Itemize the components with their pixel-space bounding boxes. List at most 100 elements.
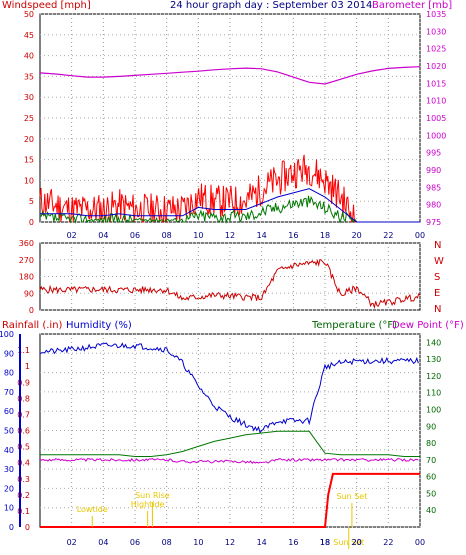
- temperature-tick-label: 60: [426, 473, 436, 482]
- temperature-tick-label: 70: [426, 456, 436, 465]
- humidity-tick-label: 0: [9, 523, 14, 532]
- barometer-tick-label: 1025: [426, 45, 446, 54]
- barometer-tick-label: 1010: [426, 97, 446, 106]
- wind-tick-label: 0: [29, 218, 34, 227]
- barometer-tick-label: 975: [426, 218, 441, 227]
- x-tick-label-rain: 10: [193, 538, 203, 547]
- direction-tick-label: 90: [24, 289, 34, 298]
- wind-speed-line: [40, 188, 420, 223]
- x-tick-label-rain: 08: [162, 538, 172, 547]
- x-tick-label-wind: 16: [288, 231, 298, 240]
- wind-direction-line: [39, 258, 421, 310]
- rain-tick-label: 0.6: [17, 427, 30, 436]
- barometer-tick-label: 1035: [426, 10, 446, 19]
- temperature-tick-label: 50: [426, 489, 436, 498]
- humidity-axis-label: Humidity (%): [66, 320, 132, 331]
- x-tick-label-rain: 00: [415, 538, 425, 547]
- x-tick-label-rain: 14: [257, 538, 267, 547]
- humidity-tick-label: 90: [4, 349, 14, 358]
- x-tick-label-wind: 10: [193, 231, 203, 240]
- temperature-tick-label: 120: [426, 372, 441, 381]
- temperature-tick-label: 110: [426, 389, 441, 398]
- x-tick-label-rain: 02: [67, 538, 77, 547]
- x-tick-label-wind: 12: [225, 231, 235, 240]
- barometer-tick-label: 1000: [426, 131, 446, 140]
- direction-tick-label: 270: [19, 256, 34, 265]
- wind-tick-label: 45: [24, 31, 34, 40]
- temperature-axis-label: Temperature (°F): [312, 320, 398, 331]
- rainfall-line: [40, 472, 420, 528]
- x-tick-label-wind: 08: [162, 231, 172, 240]
- temperature-line: [40, 430, 420, 457]
- x-tick-label-rain: 06: [130, 538, 140, 547]
- temperature-tick-label: 130: [426, 355, 441, 364]
- annotation-hour-label: 18: [320, 538, 330, 547]
- barometer-line: [39, 66, 421, 85]
- rain-tick-label: 0.8: [17, 394, 30, 403]
- rain-tick-label: 0.9: [17, 378, 30, 387]
- rain-tick-label: 1: [25, 362, 30, 371]
- x-tick-label-wind: 18: [320, 231, 330, 240]
- compass-label: N: [434, 240, 441, 251]
- x-tick-label-wind: 04: [98, 231, 108, 240]
- humidity-tick-label: 20: [4, 484, 14, 493]
- humidity-line: [39, 342, 419, 434]
- dewpoint-line: [39, 457, 419, 464]
- humidity-tick-label: 10: [4, 504, 14, 513]
- rain-tick-label: 0.5: [17, 443, 30, 452]
- x-tick-label-rain: 22: [383, 538, 393, 547]
- wind-tick-label: 5: [29, 197, 34, 206]
- compass-label: N: [434, 304, 441, 315]
- barometer-tick-label: 1020: [426, 62, 446, 71]
- compass-label: E: [434, 288, 440, 299]
- x-tick-label-rain: 18: [320, 538, 330, 547]
- rain-tick-label: 0.4: [17, 459, 30, 468]
- compass-label: S: [434, 272, 440, 283]
- annotation-label: Sun Set: [333, 538, 364, 547]
- annotation-label: Hightide: [131, 500, 165, 509]
- wind-tick-label: 50: [24, 10, 34, 19]
- annotation-hour-label: 20: [352, 538, 362, 547]
- annotation-label: Sun Set: [336, 492, 367, 501]
- temperature-tick-label: 80: [426, 439, 436, 448]
- chart-title: 24 hour graph day : September 03 2014: [170, 0, 373, 11]
- humidity-tick-label: 30: [4, 465, 14, 474]
- wind-tick-label: 20: [24, 135, 34, 144]
- temperature-tick-label: 90: [426, 422, 436, 431]
- humidity-tick-label: 50: [4, 427, 14, 436]
- wind-tick-label: 40: [24, 52, 34, 61]
- x-tick-label-wind: 14: [257, 231, 267, 240]
- rain-tick-label: 1.1: [17, 346, 30, 355]
- x-tick-label-rain: 20: [352, 538, 362, 547]
- direction-tick-label: 360: [19, 239, 34, 248]
- wind-tick-label: 30: [24, 93, 34, 102]
- barometer-tick-label: 1015: [426, 79, 446, 88]
- temperature-tick-label: 100: [426, 406, 441, 415]
- x-tick-label-rain: 04: [98, 538, 108, 547]
- humidity-tick-label: 60: [4, 407, 14, 416]
- annotation-label: Lowtide: [77, 505, 108, 514]
- x-tick-label-rain: 12: [225, 538, 235, 547]
- temperature-tick-label: 140: [426, 338, 441, 347]
- wind-tick-label: 15: [24, 156, 34, 165]
- rainfall-axis-label: Rainfall (.in): [2, 320, 63, 331]
- barometer-tick-label: 985: [426, 183, 441, 192]
- humidity-tick-label: 100: [0, 330, 14, 339]
- barometer-tick-label: 990: [426, 166, 441, 175]
- barometer-tick-label: 980: [426, 201, 441, 210]
- x-tick-label-rain: 16: [288, 538, 298, 547]
- humidity-tick-label: 80: [4, 369, 14, 378]
- wind-tick-label: 35: [24, 72, 34, 81]
- rain-tick-label: 0.7: [17, 410, 30, 419]
- annotation-label: Sun Rise: [135, 491, 170, 500]
- x-tick-label-wind: 06: [130, 231, 140, 240]
- humidity-tick-label: 70: [4, 388, 14, 397]
- rain-tick-label: 0.3: [17, 475, 30, 484]
- x-tick-label-wind: 00: [415, 231, 425, 240]
- rain-tick-label: 0: [25, 523, 30, 532]
- rain-tick-label: 0.1: [17, 507, 30, 516]
- x-tick-label-wind: 02: [67, 231, 77, 240]
- compass-label: W: [434, 256, 444, 267]
- humidity-tick-label: 40: [4, 446, 14, 455]
